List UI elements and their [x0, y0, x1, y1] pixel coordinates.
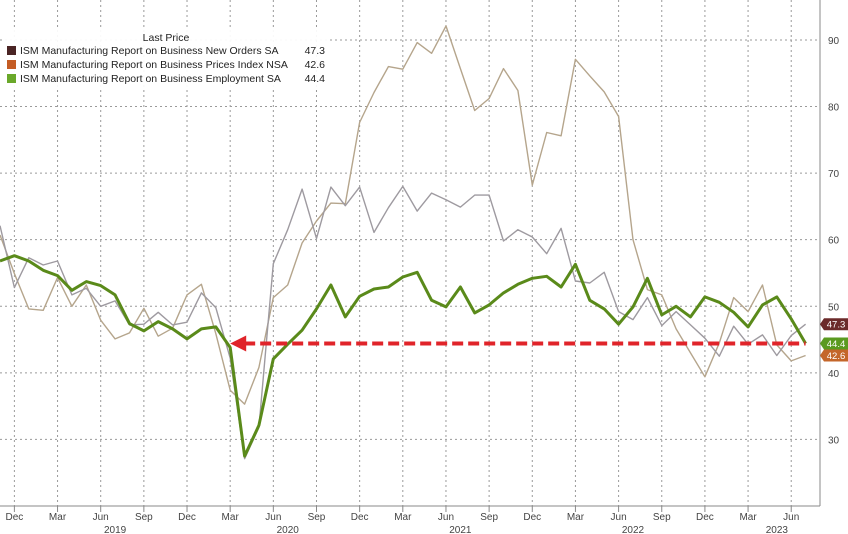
x-tick-label: Mar [394, 512, 412, 523]
x-tick-label: Mar [739, 512, 757, 523]
y-tick-label: 50 [828, 302, 840, 313]
legend-item-new-orders: ISM Manufacturing Report on Business New… [7, 44, 325, 57]
reference-arrow [230, 335, 806, 352]
x-tick-label: Jun [93, 512, 109, 523]
legend: Last Price ISM Manufacturing Report on B… [4, 30, 328, 88]
end-label-text: 42.6 [827, 351, 846, 362]
x-year-label: 2019 [104, 525, 127, 534]
end-value-labels: 47.3 44.442.6 [820, 318, 848, 362]
x-tick-label: Mar [49, 512, 67, 523]
y-tick-label: 40 [828, 369, 840, 380]
x-year-label: 2023 [766, 525, 789, 534]
y-tick-label: 60 [828, 236, 840, 247]
legend-swatch-employment [7, 74, 16, 83]
x-tick-label: Jun [611, 512, 627, 523]
y-tick-label: 80 [828, 103, 840, 114]
x-tick-label: Dec [696, 512, 714, 523]
x-tick-label: Jun [438, 512, 454, 523]
end-label-text: 47.3 [827, 320, 846, 331]
x-year-label: 2020 [277, 525, 300, 534]
x-tick-label: Dec [351, 512, 369, 523]
x-year-label: 2021 [449, 525, 472, 534]
gridlines [0, 0, 820, 506]
x-tick-label: Sep [308, 512, 326, 523]
y-tick-label: 30 [828, 435, 840, 446]
end-label-tag [820, 349, 848, 362]
legend-item-prices: ISM Manufacturing Report on Business Pri… [7, 58, 325, 71]
y-tick-label: 70 [828, 169, 840, 180]
y-tick-labels: 30 40 50 60 70 80 90 [828, 36, 840, 446]
x-tick-label: Sep [480, 512, 498, 523]
legend-value-new-orders: 47.3 [304, 44, 325, 57]
x-tick-label: Dec [523, 512, 541, 523]
x-tick-label: Jun [265, 512, 281, 523]
end-label-text: 44.4 [827, 339, 846, 350]
x-tick-labels: Dec Mar Jun Sep Dec Mar Jun Sep Dec Mar Jun Sep Dec M… [5, 512, 799, 534]
legend-value-prices: 42.6 [304, 58, 325, 71]
x-tick-label: Sep [135, 512, 153, 523]
legend-item-employment: ISM Manufacturing Report on Business Emp… [7, 72, 325, 85]
legend-label-prices: ISM Manufacturing Report on Business Pri… [20, 58, 288, 71]
new-orders-line [0, 185, 807, 460]
x-tick-label: Jun [783, 512, 799, 523]
series-lines [0, 25, 807, 460]
legend-label-employment: ISM Manufacturing Report on Business Emp… [20, 72, 281, 85]
x-tick-label: Mar [567, 512, 585, 523]
x-tick-label: Dec [5, 512, 23, 523]
end-label-tag [820, 337, 848, 350]
axes [0, 0, 821, 512]
reference-arrowhead [230, 335, 247, 352]
end-label-tag [820, 318, 848, 331]
x-tick-label: Sep [653, 512, 671, 523]
legend-title: Last Price [142, 32, 190, 44]
legend-label-new-orders: ISM Manufacturing Report on Business New… [20, 44, 279, 57]
x-year-label: 2022 [622, 525, 645, 534]
legend-swatch-new-orders [7, 46, 16, 55]
legend-swatch-prices [7, 60, 16, 69]
y-tick-label: 90 [828, 36, 840, 47]
legend-value-employment: 44.4 [304, 72, 325, 85]
employment-line [0, 254, 807, 458]
x-tick-label: Dec [178, 512, 196, 523]
x-tick-label: Mar [222, 512, 240, 523]
